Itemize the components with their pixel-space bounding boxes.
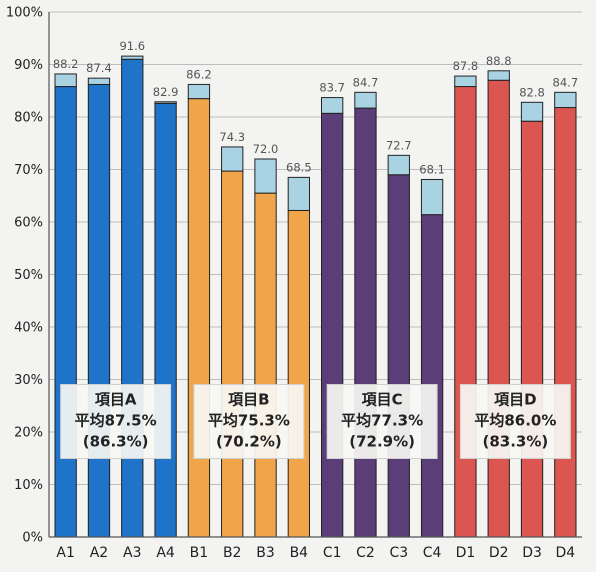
- bar-top-c2: [354, 91, 377, 109]
- bar-base-c4: [420, 214, 444, 538]
- bar-top-d4: [554, 91, 577, 109]
- x-tick-label: C1: [323, 545, 342, 561]
- x-tick-label: C4: [423, 545, 442, 561]
- x-tick-label: B4: [290, 545, 309, 561]
- annotation-line: 平均86.0%: [474, 412, 556, 430]
- data-label-b3: 72.0: [253, 142, 279, 156]
- y-tick-label: 90%: [14, 58, 43, 73]
- bar-base-d4: [554, 107, 577, 538]
- annotation-line: (83.3%): [483, 433, 549, 451]
- bar-top-d2: [487, 70, 510, 81]
- data-label-c1: 83.7: [319, 81, 345, 95]
- bar-base-c3: [387, 174, 410, 538]
- bar-base-a4: [154, 102, 177, 538]
- y-tick-label: 80%: [14, 111, 43, 126]
- y-tick-label: 100%: [6, 6, 43, 21]
- bar-top-a1: [54, 73, 77, 88]
- y-tick-label: 30%: [14, 373, 43, 388]
- x-tick-label: A3: [123, 545, 141, 561]
- y-tick-label: 0%: [22, 531, 43, 546]
- bar-base-b4: [287, 209, 311, 538]
- bar-base-b1: [187, 98, 211, 538]
- bar-base-d1: [454, 86, 477, 538]
- bar-top-b2: [221, 146, 244, 172]
- x-tick-label: B1: [190, 545, 209, 561]
- x-tick-label: D3: [522, 545, 542, 561]
- y-tick-label: 10%: [14, 478, 43, 493]
- annotation-line: (70.2%): [216, 433, 282, 451]
- annotation-line: 項目B: [228, 391, 269, 409]
- x-tick-label: A4: [156, 545, 175, 561]
- data-label-a3: 91.6: [119, 39, 145, 53]
- bar-base-b2: [221, 170, 244, 538]
- data-label-c3: 72.7: [386, 138, 412, 152]
- data-label-b2: 74.3: [219, 130, 245, 144]
- data-label-d4: 84.7: [553, 75, 579, 89]
- data-label-d2: 88.8: [486, 54, 512, 68]
- annotation-line: 平均87.5%: [75, 412, 157, 430]
- bar-top-b1: [187, 83, 211, 100]
- annotation-line: 項目C: [362, 391, 403, 409]
- bar-top-c4: [420, 178, 444, 216]
- annotation-line: 項目A: [95, 391, 137, 409]
- bar-top-c3: [387, 154, 410, 176]
- data-label-d3: 82.8: [519, 85, 545, 99]
- y-tick-label: 20%: [14, 426, 43, 441]
- x-tick-label: D1: [456, 545, 476, 561]
- x-tick-label: B2: [223, 545, 242, 561]
- bar-base-a3: [121, 58, 144, 538]
- bar-base-c1: [320, 112, 344, 538]
- bar-base-d2: [487, 79, 510, 538]
- data-label-d1: 87.8: [453, 59, 479, 73]
- annotation-box-a: [60, 384, 172, 459]
- annotation-line: (86.3%): [83, 433, 149, 451]
- x-tick-label: B3: [256, 545, 275, 561]
- y-tick-label: 50%: [14, 268, 43, 283]
- x-tick-label: D2: [489, 545, 509, 561]
- bar-top-c1: [320, 97, 344, 114]
- annotation-line: (72.9%): [349, 433, 415, 451]
- bar-top-a2: [87, 77, 111, 85]
- bar-layer: [54, 55, 577, 538]
- y-tick-label: 40%: [14, 321, 43, 336]
- bar-base-a1: [54, 86, 77, 538]
- bar-top-d1: [454, 75, 477, 88]
- bar-top-a3: [121, 55, 144, 60]
- bar-top-a4: [154, 101, 177, 104]
- bar-base-b3: [254, 192, 277, 538]
- bar-base-d3: [520, 120, 544, 538]
- annotation-line: 平均75.3%: [208, 412, 290, 430]
- annotation-line: 平均77.3%: [341, 412, 423, 430]
- x-tick-label: D4: [556, 545, 576, 561]
- bar-top-d3: [520, 101, 544, 122]
- x-tick-label: A2: [90, 545, 108, 561]
- data-label-b1: 86.2: [186, 67, 212, 81]
- y-tick-label: 60%: [14, 216, 43, 231]
- data-label-c2: 84.7: [353, 75, 379, 89]
- data-label-b4: 68.5: [286, 160, 312, 174]
- bar-base-a2: [87, 83, 111, 538]
- bar-top-b4: [287, 176, 311, 211]
- annotation-box-c: [326, 384, 438, 459]
- data-label-a1: 88.2: [53, 57, 79, 71]
- annotation-box-b: [193, 384, 305, 459]
- axis-layer: 0% 10% 20% 30% 40% 50% 60% 70% 80% 90% 100% A1 A2 A3 A…: [6, 6, 582, 561]
- annotation-box-d: [459, 384, 571, 459]
- data-label-layer: 88.2 87.4 91.6 82.9 86.2 74.3 72.0 68.5 83.7 84.7…: [53, 39, 578, 176]
- bar-top-b3: [254, 158, 277, 194]
- x-tick-label: A1: [56, 545, 74, 561]
- y-tick-label: 70%: [14, 163, 43, 178]
- x-tick-label: C2: [356, 545, 375, 561]
- annotation-layer: 項目A 平均87.5% (86.3%) 項目B 平均75.3% (70.2%) 項目C 平均7…: [60, 384, 571, 459]
- bar-base-c2: [354, 107, 377, 538]
- data-label-a2: 87.4: [86, 61, 112, 75]
- data-label-c4: 68.1: [419, 162, 445, 176]
- annotation-line: 項目D: [494, 391, 536, 409]
- x-tick-label: C3: [389, 545, 408, 561]
- data-label-a4: 82.9: [153, 85, 179, 99]
